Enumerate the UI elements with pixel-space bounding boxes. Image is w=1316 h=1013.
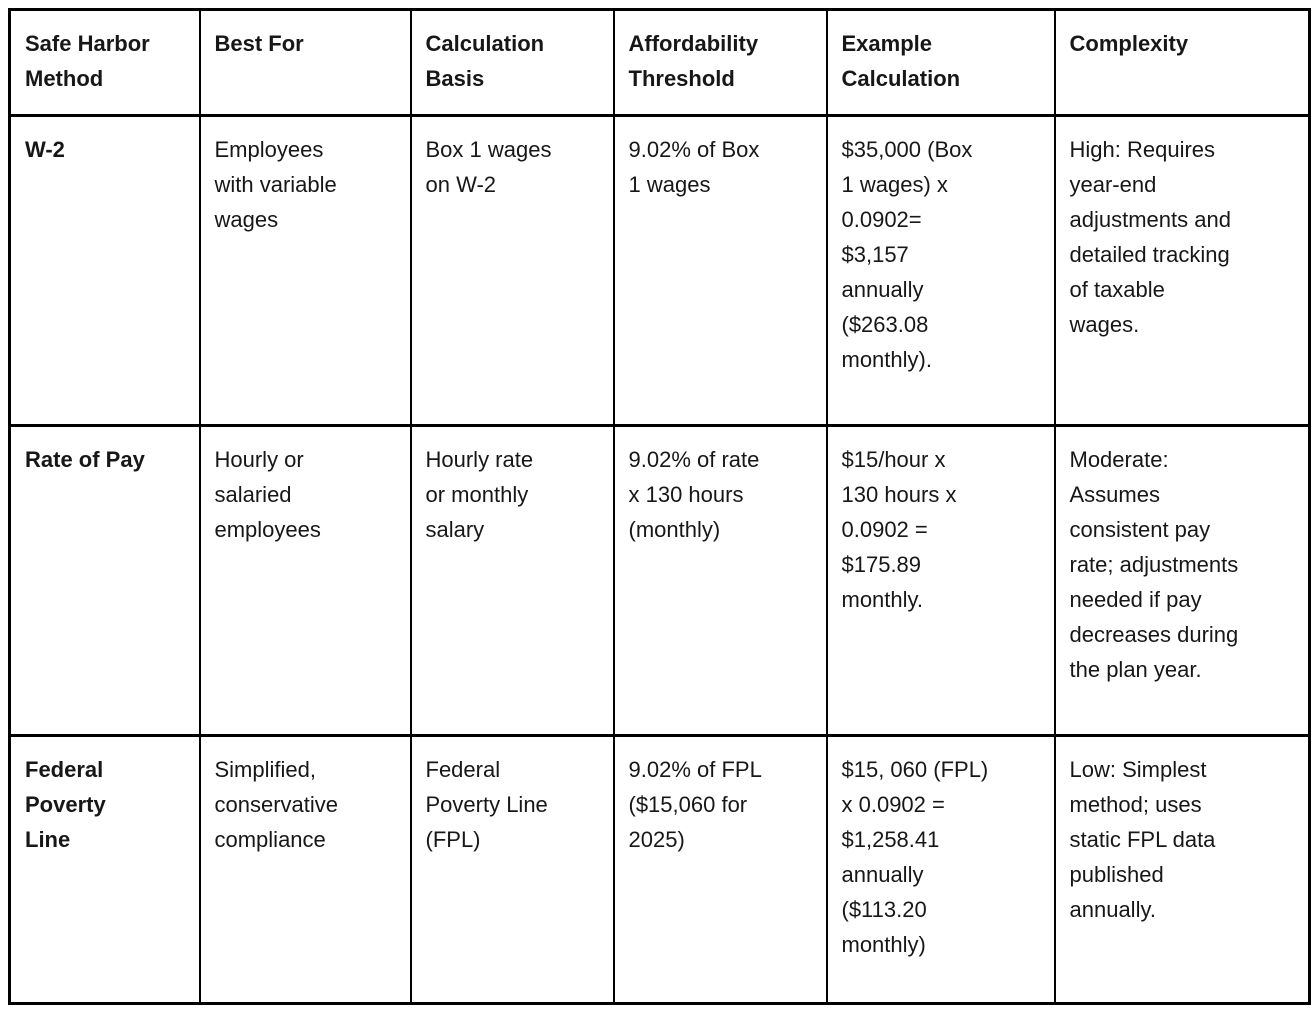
cell-rate-of-pay-affordability-threshold: 9.02% of rate x 130 hours (monthly) <box>612 424 828 737</box>
cell-w2-example-calculation: $35,000 (Box 1 wages) x 0.0902= $3,157 a… <box>825 114 1056 427</box>
cell-w2-affordability-threshold: 9.02% of Box 1 wages <box>612 114 828 427</box>
cell-fpl-complexity: Low: Simplest method; uses static FPL da… <box>1053 734 1311 1005</box>
cell-rate-of-pay-example-calculation: $15/hour x 130 hours x 0.0902 = $175.89 … <box>825 424 1056 737</box>
row-header-federal-poverty-line: Federal Poverty Line <box>8 734 201 1005</box>
cell-rate-of-pay-best-for: Hourly or salaried employees <box>198 424 412 737</box>
cell-fpl-calculation-basis: Federal Poverty Line (FPL) <box>409 734 615 1005</box>
column-header-affordability-threshold: Affordability Threshold <box>612 8 828 117</box>
column-header-safe-harbor-method: Safe Harbor Method <box>8 8 201 117</box>
column-header-example-calculation: Example Calculation <box>825 8 1056 117</box>
cell-fpl-example-calculation: $15, 060 (FPL) x 0.0902 = $1,258.41 annu… <box>825 734 1056 1005</box>
cell-rate-of-pay-calculation-basis: Hourly rate or monthly salary <box>409 424 615 737</box>
row-header-w2: W-2 <box>8 114 201 427</box>
table-row-w2: W-2 Employees with variable wages Box 1 … <box>8 114 1311 427</box>
column-header-complexity: Complexity <box>1053 8 1311 117</box>
column-header-calculation-basis: Calculation Basis <box>409 8 615 117</box>
cell-w2-calculation-basis: Box 1 wages on W-2 <box>409 114 615 427</box>
cell-rate-of-pay-complexity: Moderate: Assumes consistent pay rate; a… <box>1053 424 1311 737</box>
row-header-rate-of-pay: Rate of Pay <box>8 424 201 737</box>
cell-fpl-best-for: Simplified, conservative compliance <box>198 734 412 1005</box>
cell-fpl-affordability-threshold: 9.02% of FPL ($15,060 for 2025) <box>612 734 828 1005</box>
cell-w2-best-for: Employees with variable wages <box>198 114 412 427</box>
cell-w2-complexity: High: Requires year-end adjustments and … <box>1053 114 1311 427</box>
safe-harbor-comparison-table: Safe Harbor Method Best For Calculation … <box>8 8 1311 1005</box>
table-row-federal-poverty-line: Federal Poverty Line Simplified, conserv… <box>8 734 1311 1005</box>
table-row-rate-of-pay: Rate of Pay Hourly or salaried employees… <box>8 424 1311 737</box>
column-header-best-for: Best For <box>198 8 412 117</box>
table-header-row: Safe Harbor Method Best For Calculation … <box>8 8 1311 117</box>
